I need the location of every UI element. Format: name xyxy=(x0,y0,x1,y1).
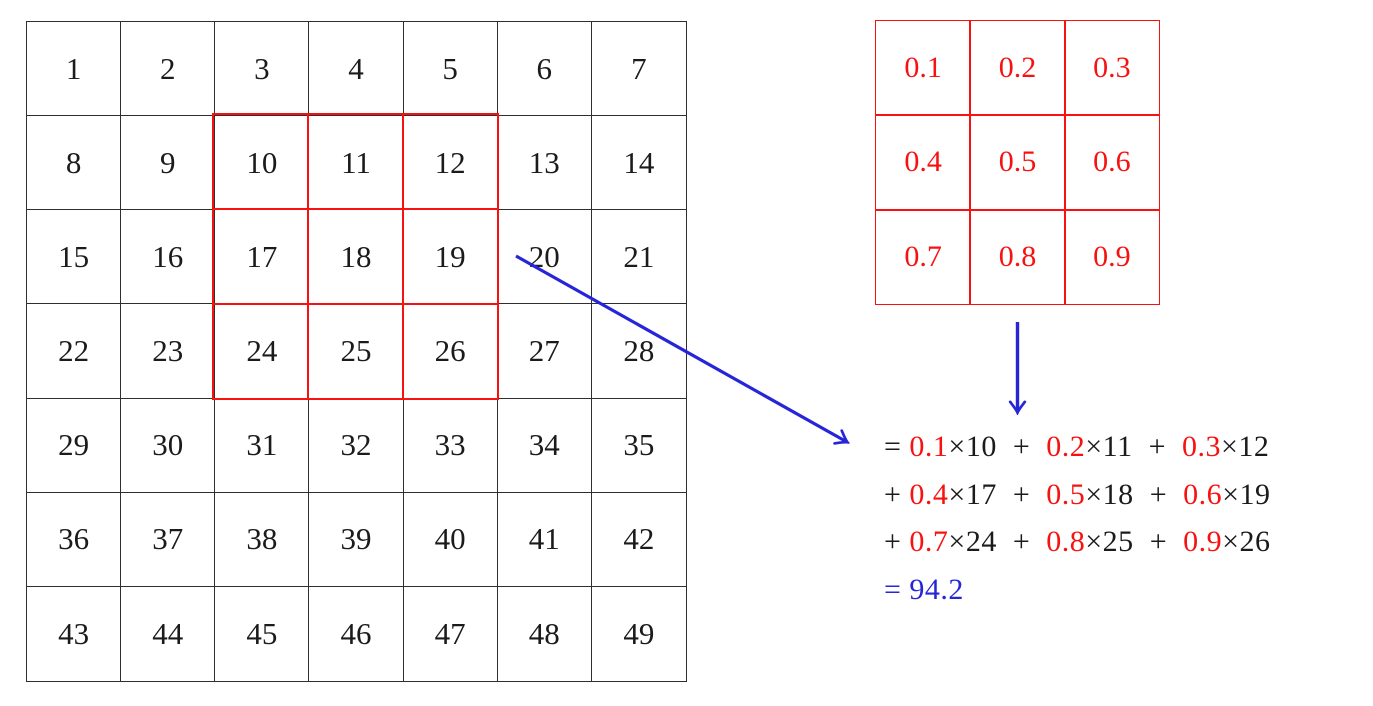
kernel-cell: 0.5 xyxy=(969,114,1066,211)
grid-cell: 8 xyxy=(27,116,122,211)
grid-cell: 1 xyxy=(27,22,122,117)
kernel-cell: 0.8 xyxy=(969,208,1066,305)
grid-cell: 33 xyxy=(403,398,498,493)
grid-cell: 37 xyxy=(121,492,216,587)
grid-cell: 14 xyxy=(591,116,686,211)
grid-cell: 25 xyxy=(309,304,404,399)
grid-cell: 13 xyxy=(497,116,592,211)
grid-cell: 47 xyxy=(404,586,498,681)
equation-line: + 0.7×24 + 0.8×25 + 0.9×26 xyxy=(884,518,1271,566)
grid-cell: 11 xyxy=(309,116,404,211)
grid-cell: 42 xyxy=(591,493,686,587)
grid-cell: 19 xyxy=(403,210,498,305)
kernel-cell: 0.2 xyxy=(969,20,1066,117)
grid-cell: 20 xyxy=(497,210,592,305)
equation-segment: ×17 xyxy=(948,477,997,511)
kernel-cell: 0.1 xyxy=(875,20,972,117)
grid-cell: 39 xyxy=(309,492,404,587)
grid-cell: 45 xyxy=(215,586,310,681)
kernel-cell: 0.9 xyxy=(1063,208,1160,305)
equation-line: = 94.2 xyxy=(884,566,1271,614)
equation-segment: + xyxy=(996,525,1047,558)
equation-segment: ×19 xyxy=(1222,477,1271,511)
equation-segment: 0.7 xyxy=(909,525,949,558)
grid-cell: 5 xyxy=(403,22,498,117)
equation-segment: ×24 xyxy=(948,525,997,558)
equation-segment: 0.5 xyxy=(1046,477,1086,511)
grid-cell: 23 xyxy=(121,304,216,399)
kernel-cell: 0.6 xyxy=(1063,114,1160,211)
equation-segment: ×18 xyxy=(1085,477,1134,511)
equation-line: = 0.1×10 + 0.2×11 + 0.3×12 xyxy=(884,423,1271,471)
grid-cell: 31 xyxy=(215,398,310,493)
grid-cell: 15 xyxy=(27,210,122,305)
grid-cell: 28 xyxy=(591,304,686,399)
grid-cell: 30 xyxy=(121,398,216,493)
grid-cell: 6 xyxy=(497,22,592,117)
grid-cell: 36 xyxy=(27,492,122,587)
grid-cell: 22 xyxy=(27,304,122,399)
grid-cell: 29 xyxy=(27,398,122,493)
kernel-cell: 0.4 xyxy=(875,114,972,211)
grid-cell: 24 xyxy=(215,304,310,399)
grid-cell: 32 xyxy=(309,398,404,493)
equation-segment: ×26 xyxy=(1222,525,1271,558)
equation-segment: + xyxy=(1133,477,1184,511)
grid-cell: 40 xyxy=(403,492,498,587)
grid-cell: 3 xyxy=(215,22,310,117)
grid-cell: 7 xyxy=(591,22,686,117)
kernel-cell: 0.7 xyxy=(875,208,972,305)
equation-segment: + xyxy=(884,477,910,511)
grid-cell: 16 xyxy=(121,210,216,305)
equation-line: + 0.4×17 + 0.5×18 + 0.6×19 xyxy=(884,471,1271,519)
convolution-equation: = 0.1×10 + 0.2×11 + 0.3×12 + 0.4×17 + 0.5… xyxy=(884,423,1271,613)
grid-cell: 38 xyxy=(215,492,310,587)
grid-cell: 21 xyxy=(591,210,686,305)
equation-segment: = xyxy=(884,430,910,463)
equation-segment: 0.1 xyxy=(909,430,949,463)
equation-segment: ×25 xyxy=(1085,525,1134,558)
equation-segment: 0.4 xyxy=(909,477,949,511)
grid-cell: 43 xyxy=(27,586,122,681)
grid-cell: 18 xyxy=(309,210,404,305)
grid-cell: 49 xyxy=(623,615,655,651)
grid-cell: 2 xyxy=(121,22,216,117)
equation-segment: + xyxy=(1132,430,1182,463)
input-grid: 1 2 3 4 5 6 7 8 9 10 11 12 13 14 15 16 17 18 19 20 21 22 23 24 2… xyxy=(26,21,687,682)
grid-cell: 46 xyxy=(309,586,404,681)
equation-segment: + xyxy=(996,430,1047,463)
grid-cell: 34 xyxy=(497,398,592,493)
grid-cell: 48 xyxy=(498,586,592,681)
equation-segment: 0.9 xyxy=(1183,525,1223,558)
equation-segment: + xyxy=(884,525,910,558)
equation-segment: 0.8 xyxy=(1046,525,1086,558)
grid-cell: 10 xyxy=(215,116,310,211)
grid-cell: 41 xyxy=(497,492,592,587)
equation-segment: ×11 xyxy=(1085,430,1133,463)
grid-cell: 26 xyxy=(403,304,498,399)
grid-cell: 44 xyxy=(121,586,216,681)
equation-segment: 0.3 xyxy=(1182,430,1221,463)
kernel-grid: 0.1 0.2 0.3 0.4 0.5 0.6 0.7 0.8 0.9 xyxy=(875,20,1160,305)
equation-segment: 0.2 xyxy=(1046,430,1086,463)
grid-cell: 35 xyxy=(591,399,686,493)
grid-cell: 27 xyxy=(497,304,592,399)
equation-segment: = 94.2 xyxy=(884,572,964,606)
equation-segment: + xyxy=(996,477,1047,511)
equation-segment: ×12 xyxy=(1221,430,1270,463)
equation-segment: ×10 xyxy=(948,430,997,463)
grid-cell: 12 xyxy=(403,116,498,211)
grid-cell: 17 xyxy=(215,210,310,305)
grid-cell: 4 xyxy=(309,22,404,117)
equation-segment: + xyxy=(1133,525,1184,558)
kernel-cell: 0.3 xyxy=(1063,20,1160,117)
equation-segment: 0.6 xyxy=(1183,477,1223,511)
grid-cell: 9 xyxy=(121,116,216,211)
